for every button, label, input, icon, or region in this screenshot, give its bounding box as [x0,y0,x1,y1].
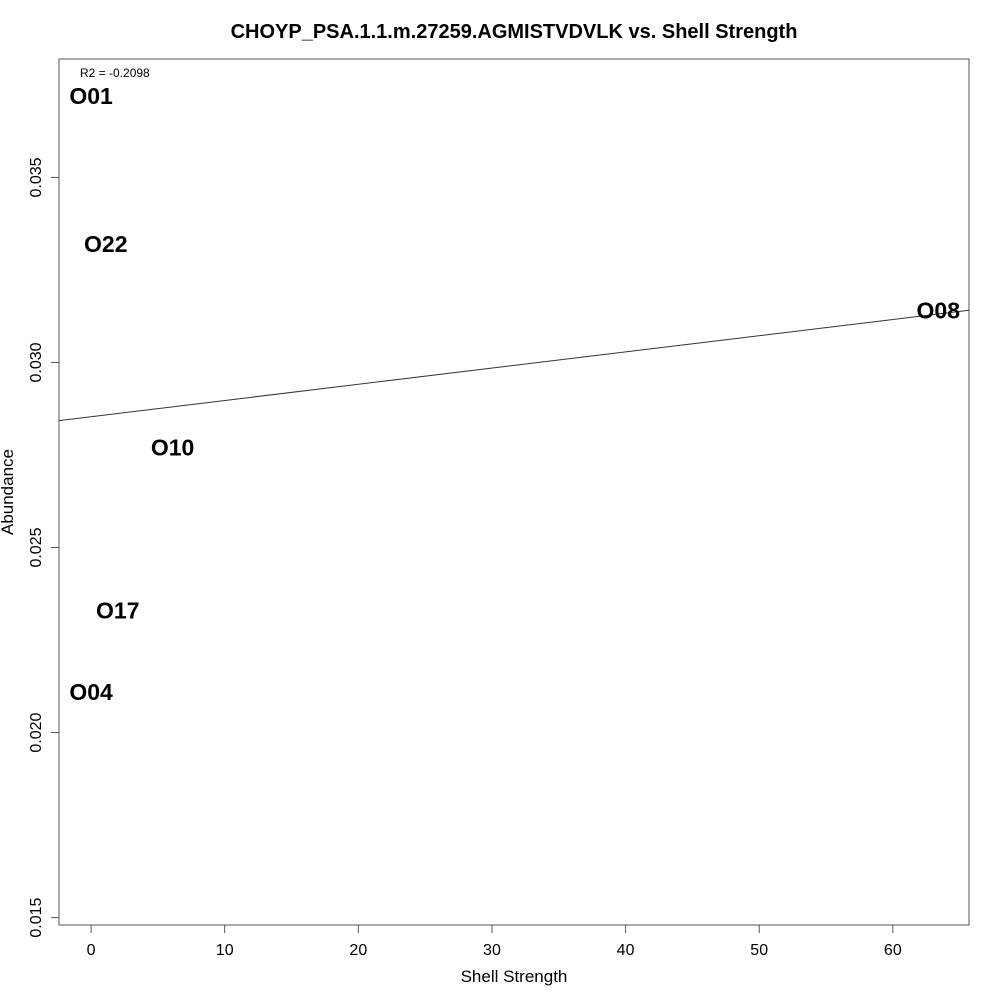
plot-frame [58,58,970,926]
y-tick-label: 0.020 [28,712,45,752]
regression-line [58,309,970,422]
x-tick-label: 20 [349,942,367,959]
x-tick-label: 30 [483,942,501,959]
y-tick-label: 0.015 [28,897,45,937]
data-point-o10: O10 [151,435,194,461]
data-point-o01: O01 [69,83,113,109]
y-tick-label: 0.035 [28,157,45,197]
data-point-o17: O17 [96,597,139,623]
x-axis-label: Shell Strength [461,967,568,986]
x-tick-label: 0 [87,942,96,959]
x-tick-label: 10 [216,942,234,959]
r2-annotation: R2 = -0.2098 [80,66,150,80]
data-point-o08: O08 [917,298,961,324]
y-tick-label: 0.030 [28,342,45,382]
x-tick-label: 40 [617,942,635,959]
y-axis: 0.015 0.020 0.025 0.030 0.035 [28,157,60,938]
y-axis-label: Abundance [0,449,17,535]
x-axis: 0 10 20 30 40 50 60 [87,924,902,959]
data-point-o04: O04 [69,679,113,705]
data-points: O01 O22 O08 O10 O17 O04 [69,83,960,705]
chart-title: CHOYP_PSA.1.1.m.27259.AGMISTVDVLK vs. Sh… [231,21,798,43]
y-tick-label: 0.025 [28,527,45,567]
x-tick-label: 50 [750,942,768,959]
x-tick-label: 60 [884,942,902,959]
data-point-o22: O22 [84,231,127,257]
